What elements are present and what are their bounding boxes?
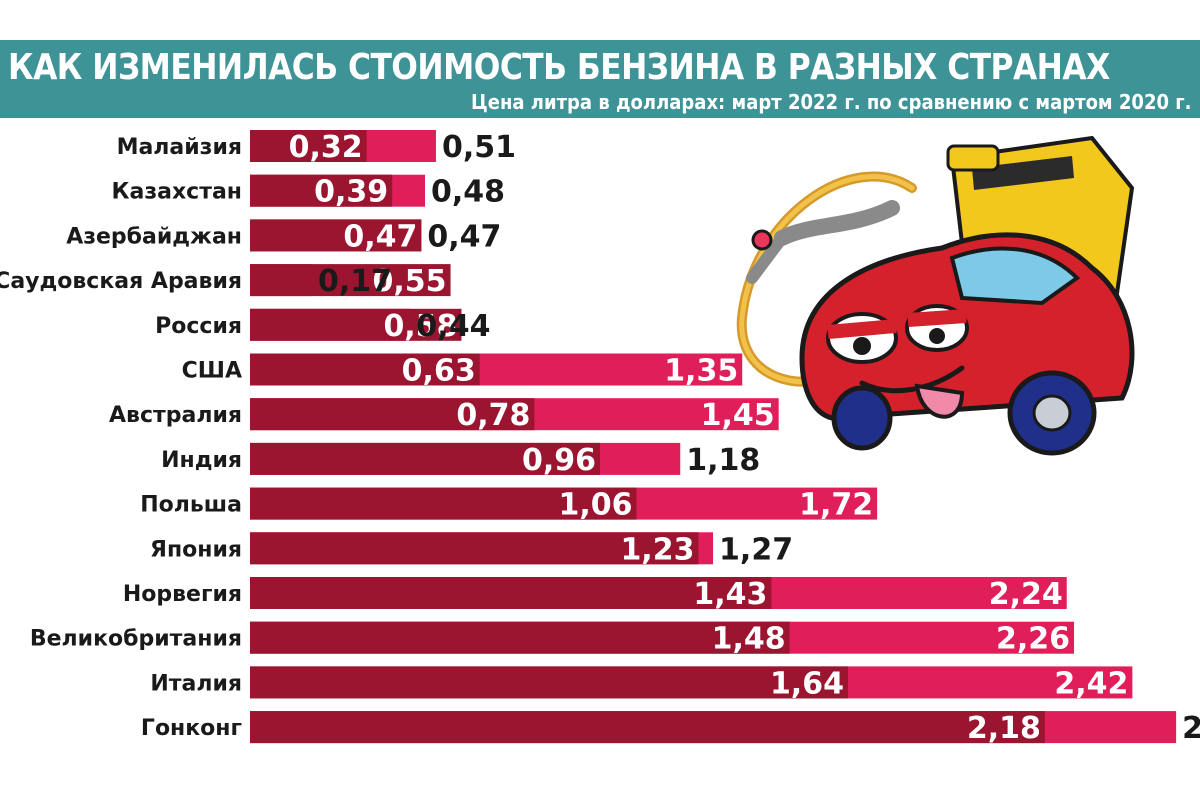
category-label: Великобритания: [30, 627, 242, 652]
bar-2020: [250, 666, 848, 699]
bar-2020: [250, 219, 422, 252]
chart-title: КАК ИЗМЕНИЛАСЬ СТОИМОСТЬ БЕНЗИНА В РАЗНЫ…: [8, 47, 1110, 88]
value-label-2020: 0,96: [522, 443, 596, 478]
value-label-2022: 0,47: [427, 219, 501, 254]
bar-2020: [250, 621, 790, 654]
value-label-2020: 1,43: [693, 577, 767, 612]
value-label-2022: 2,24: [989, 577, 1063, 612]
value-label-2022: 2,42: [1054, 666, 1128, 701]
category-label: Россия: [155, 314, 242, 339]
value-label-2022: 1,45: [701, 398, 775, 433]
bar-2020: [250, 353, 480, 386]
chart-subtitle: Цена литра в долларах: март 2022 г. по с…: [471, 90, 1192, 114]
category-label: Гонконг: [141, 716, 242, 741]
value-label-2022: 1,18: [686, 443, 760, 478]
value-label-2020: 1,23: [620, 532, 694, 567]
cartoon-car-icon: [736, 135, 1135, 456]
value-label-2022: 0,17: [318, 264, 392, 299]
bar-2020: [250, 487, 637, 520]
category-label: Индия: [161, 448, 242, 473]
category-label: Польша: [140, 493, 242, 518]
value-label-2020: 0,55: [373, 264, 447, 299]
bar-2020: [250, 442, 601, 475]
category-label: Япония: [150, 537, 242, 562]
value-label-2020: 1,64: [770, 666, 844, 701]
value-label-2022: 0,44: [416, 309, 490, 344]
value-label-2022: 0,48: [431, 175, 505, 210]
bar-2020: [250, 577, 772, 609]
category-label: Австралия: [109, 403, 242, 428]
bar-2020: [250, 264, 451, 297]
category-label: Малайзия: [117, 135, 242, 160]
bar-2020: [250, 711, 1045, 744]
value-label-2020: 0,78: [456, 398, 530, 433]
bar-2020: [250, 174, 393, 207]
value-label-2022: 1,35: [664, 354, 738, 389]
bar-2020: [250, 398, 535, 431]
category-label: Италия: [150, 671, 242, 696]
category-label: США: [182, 359, 242, 384]
value-label-2020: 1,06: [558, 488, 632, 523]
category-label: Норвегия: [123, 582, 242, 607]
category-label: Саудовская Аравия: [0, 269, 242, 294]
value-label-2020: 0,32: [289, 130, 363, 165]
value-label-2022: 1,72: [799, 488, 873, 523]
bar-2020: [250, 130, 367, 162]
value-label-2022: 2,26: [996, 622, 1070, 657]
bar-2020: [250, 308, 462, 341]
value-label-2022: 2,54: [1182, 711, 1200, 746]
value-label-2020: 0,47: [343, 219, 417, 254]
value-label-2020: 0,63: [402, 354, 476, 389]
value-label-2020: 2,18: [967, 711, 1041, 746]
value-label-2020: 1,48: [712, 622, 786, 657]
category-label: Азербайджан: [66, 224, 242, 249]
value-label-2022: 0,51: [442, 130, 516, 165]
category-label: Казахстан: [112, 180, 243, 205]
title-banner: КАК ИЗМЕНИЛАСЬ СТОИМОСТЬ БЕНЗИНА В РАЗНЫ…: [0, 40, 1200, 118]
value-label-2020: 0,58: [383, 309, 457, 344]
value-label-2022: 1,27: [719, 532, 793, 567]
value-label-2020: 0,39: [314, 175, 388, 210]
bar-2020: [250, 532, 699, 565]
